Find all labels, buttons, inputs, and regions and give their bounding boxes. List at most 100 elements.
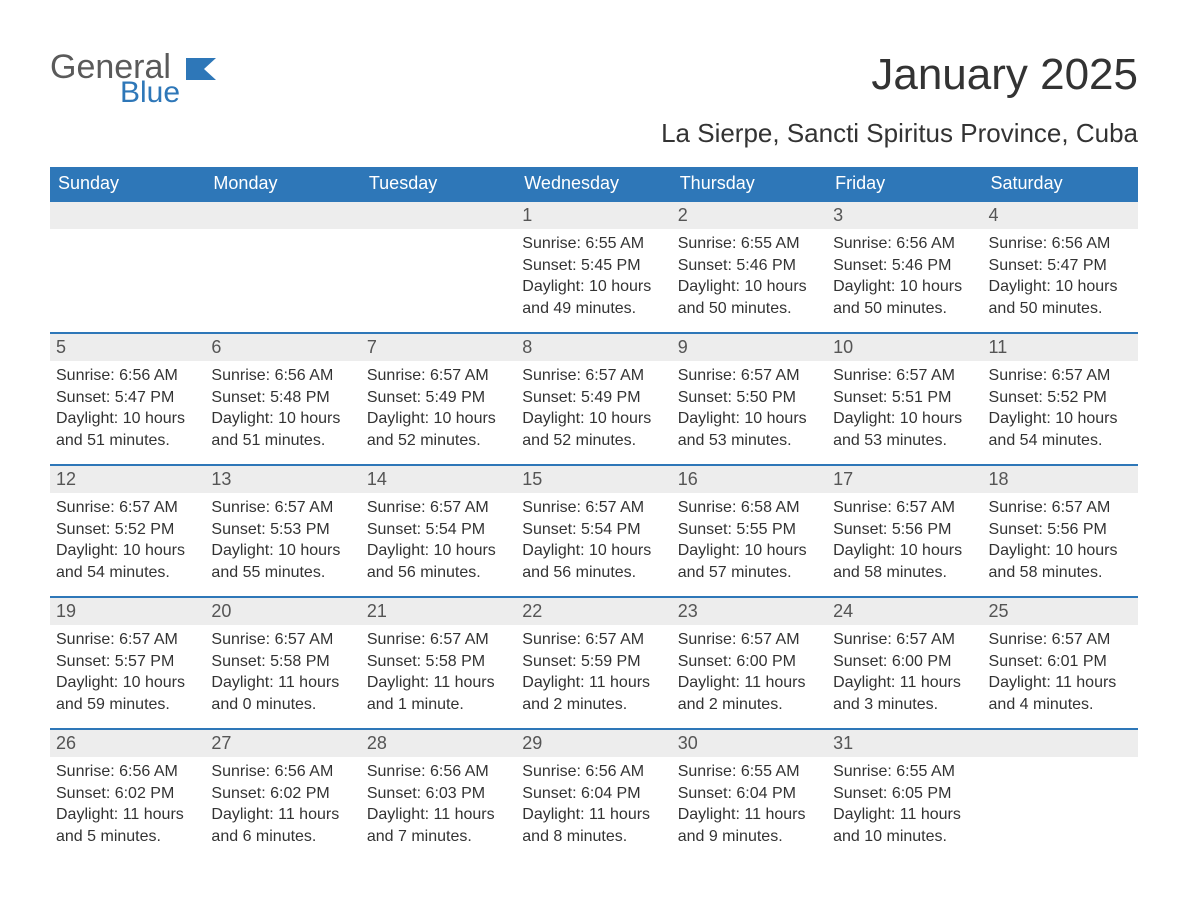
location: La Sierpe, Sancti Spiritus Province, Cub…	[661, 118, 1138, 149]
day-number: 3	[827, 200, 982, 229]
day-number: 30	[672, 728, 827, 757]
day-cell: 26Sunrise: 6:56 AMSunset: 6:02 PMDayligh…	[50, 728, 205, 860]
day-cell: 28Sunrise: 6:56 AMSunset: 6:03 PMDayligh…	[361, 728, 516, 860]
daylight-text: and 56 minutes.	[522, 562, 665, 584]
sunset-text: Sunset: 6:00 PM	[833, 651, 976, 673]
sunrise-text: Sunrise: 6:57 AM	[367, 365, 510, 387]
sunset-text: Sunset: 5:48 PM	[211, 387, 354, 409]
day-number: 15	[516, 464, 671, 493]
day-body: Sunrise: 6:56 AMSunset: 5:48 PMDaylight:…	[205, 361, 360, 461]
sunset-text: Sunset: 5:58 PM	[211, 651, 354, 673]
sunrise-text: Sunrise: 6:55 AM	[678, 761, 821, 783]
day-body: Sunrise: 6:55 AMSunset: 6:05 PMDaylight:…	[827, 757, 982, 857]
day-cell: 4Sunrise: 6:56 AMSunset: 5:47 PMDaylight…	[983, 200, 1138, 332]
sunrise-text: Sunrise: 6:55 AM	[678, 233, 821, 255]
daylight-text: Daylight: 10 hours	[989, 540, 1132, 562]
sunset-text: Sunset: 5:49 PM	[522, 387, 665, 409]
daylight-text: Daylight: 11 hours	[989, 672, 1132, 694]
sunrise-text: Sunrise: 6:57 AM	[833, 365, 976, 387]
sunset-text: Sunset: 5:52 PM	[56, 519, 199, 541]
sunset-text: Sunset: 6:00 PM	[678, 651, 821, 673]
daylight-text: and 2 minutes.	[678, 694, 821, 716]
day-number: 27	[205, 728, 360, 757]
day-number: 16	[672, 464, 827, 493]
daylight-text: and 1 minute.	[367, 694, 510, 716]
daylight-text: and 5 minutes.	[56, 826, 199, 848]
sunrise-text: Sunrise: 6:57 AM	[678, 629, 821, 651]
sunrise-text: Sunrise: 6:57 AM	[211, 497, 354, 519]
day-number: 17	[827, 464, 982, 493]
weekday-label: Sunday	[50, 167, 205, 200]
daylight-text: Daylight: 10 hours	[678, 540, 821, 562]
day-cell: 31Sunrise: 6:55 AMSunset: 6:05 PMDayligh…	[827, 728, 982, 860]
day-cell: 10Sunrise: 6:57 AMSunset: 5:51 PMDayligh…	[827, 332, 982, 464]
day-body: Sunrise: 6:57 AMSunset: 5:52 PMDaylight:…	[50, 493, 205, 593]
sunset-text: Sunset: 5:51 PM	[833, 387, 976, 409]
week-row: 1Sunrise: 6:55 AMSunset: 5:45 PMDaylight…	[50, 200, 1138, 332]
sunset-text: Sunset: 5:47 PM	[56, 387, 199, 409]
daylight-text: Daylight: 10 hours	[56, 672, 199, 694]
day-number: 29	[516, 728, 671, 757]
day-number: 8	[516, 332, 671, 361]
sunrise-text: Sunrise: 6:57 AM	[367, 629, 510, 651]
day-cell: 15Sunrise: 6:57 AMSunset: 5:54 PMDayligh…	[516, 464, 671, 596]
daylight-text: and 9 minutes.	[678, 826, 821, 848]
day-body: Sunrise: 6:57 AMSunset: 6:00 PMDaylight:…	[827, 625, 982, 725]
sunrise-text: Sunrise: 6:55 AM	[833, 761, 976, 783]
daylight-text: Daylight: 10 hours	[367, 408, 510, 430]
day-cell: 18Sunrise: 6:57 AMSunset: 5:56 PMDayligh…	[983, 464, 1138, 596]
day-body: Sunrise: 6:56 AMSunset: 6:03 PMDaylight:…	[361, 757, 516, 857]
daylight-text: Daylight: 11 hours	[678, 804, 821, 826]
day-cell: 30Sunrise: 6:55 AMSunset: 6:04 PMDayligh…	[672, 728, 827, 860]
sunrise-text: Sunrise: 6:56 AM	[211, 365, 354, 387]
day-number: 13	[205, 464, 360, 493]
sunset-text: Sunset: 5:54 PM	[522, 519, 665, 541]
day-body: Sunrise: 6:57 AMSunset: 5:49 PMDaylight:…	[516, 361, 671, 461]
daylight-text: and 50 minutes.	[678, 298, 821, 320]
daylight-text: Daylight: 11 hours	[367, 672, 510, 694]
day-cell	[50, 200, 205, 332]
daylight-text: and 3 minutes.	[833, 694, 976, 716]
day-cell: 7Sunrise: 6:57 AMSunset: 5:49 PMDaylight…	[361, 332, 516, 464]
daylight-text: Daylight: 10 hours	[211, 540, 354, 562]
day-body: Sunrise: 6:58 AMSunset: 5:55 PMDaylight:…	[672, 493, 827, 593]
weeks-container: 1Sunrise: 6:55 AMSunset: 5:45 PMDaylight…	[50, 200, 1138, 860]
day-cell	[205, 200, 360, 332]
flag-icon	[186, 58, 216, 80]
sunset-text: Sunset: 5:46 PM	[833, 255, 976, 277]
daylight-text: and 50 minutes.	[989, 298, 1132, 320]
sunrise-text: Sunrise: 6:57 AM	[989, 629, 1132, 651]
sunset-text: Sunset: 5:52 PM	[989, 387, 1132, 409]
day-body: Sunrise: 6:56 AMSunset: 5:47 PMDaylight:…	[983, 229, 1138, 329]
week-row: 12Sunrise: 6:57 AMSunset: 5:52 PMDayligh…	[50, 464, 1138, 596]
daylight-text: Daylight: 11 hours	[678, 672, 821, 694]
day-number: 21	[361, 596, 516, 625]
day-cell: 21Sunrise: 6:57 AMSunset: 5:58 PMDayligh…	[361, 596, 516, 728]
daylight-text: Daylight: 10 hours	[522, 540, 665, 562]
weekday-label: Friday	[827, 167, 982, 200]
day-body: Sunrise: 6:57 AMSunset: 5:56 PMDaylight:…	[827, 493, 982, 593]
sunset-text: Sunset: 5:56 PM	[989, 519, 1132, 541]
sunrise-text: Sunrise: 6:56 AM	[211, 761, 354, 783]
day-body: Sunrise: 6:57 AMSunset: 5:57 PMDaylight:…	[50, 625, 205, 725]
daylight-text: and 52 minutes.	[367, 430, 510, 452]
sunset-text: Sunset: 5:47 PM	[989, 255, 1132, 277]
day-number: 24	[827, 596, 982, 625]
day-cell: 6Sunrise: 6:56 AMSunset: 5:48 PMDaylight…	[205, 332, 360, 464]
day-number: 26	[50, 728, 205, 757]
day-number	[983, 728, 1138, 757]
day-number	[205, 200, 360, 229]
daylight-text: and 51 minutes.	[56, 430, 199, 452]
day-cell: 3Sunrise: 6:56 AMSunset: 5:46 PMDaylight…	[827, 200, 982, 332]
week-row: 26Sunrise: 6:56 AMSunset: 6:02 PMDayligh…	[50, 728, 1138, 860]
sunrise-text: Sunrise: 6:57 AM	[833, 497, 976, 519]
daylight-text: and 55 minutes.	[211, 562, 354, 584]
sunset-text: Sunset: 5:58 PM	[367, 651, 510, 673]
day-cell: 13Sunrise: 6:57 AMSunset: 5:53 PMDayligh…	[205, 464, 360, 596]
daylight-text: Daylight: 11 hours	[522, 804, 665, 826]
sunrise-text: Sunrise: 6:57 AM	[211, 629, 354, 651]
week-row: 5Sunrise: 6:56 AMSunset: 5:47 PMDaylight…	[50, 332, 1138, 464]
day-number: 18	[983, 464, 1138, 493]
daylight-text: Daylight: 10 hours	[211, 408, 354, 430]
day-body: Sunrise: 6:57 AMSunset: 5:58 PMDaylight:…	[361, 625, 516, 725]
